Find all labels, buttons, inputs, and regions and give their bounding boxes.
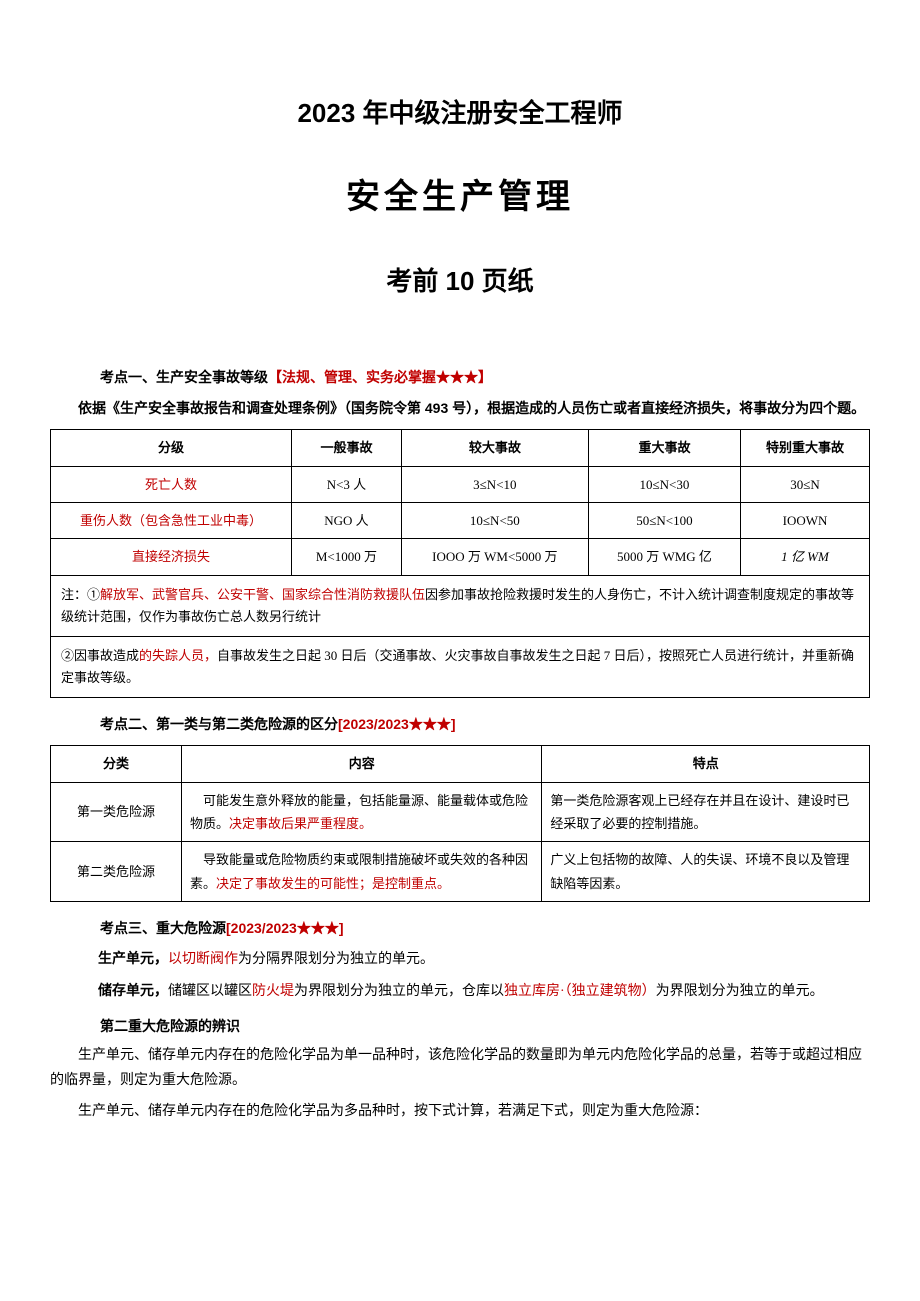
cell: N<3 人 [292, 466, 402, 502]
line1-red: 以切断阀作 [168, 952, 238, 967]
cell: 10≤N<50 [401, 502, 588, 538]
content1-red: 决定事故后果严重程度。 [229, 816, 372, 831]
note-cell-2: ②因事故造成的失踪人员，自事故发生之日起 30 日后（交通事故、火灾事故自事故发… [51, 636, 870, 697]
point1-heading-text: 考点一、生产安全事故等级 [100, 369, 268, 385]
line2-red1: 防火堤 [252, 984, 294, 999]
th-general: 一般事故 [292, 430, 402, 466]
cell: M<1000 万 [292, 539, 402, 575]
table-header-row: 分级 一般事故 较大事故 重大事故 特别重大事故 [51, 430, 870, 466]
line2-b: 为界限划分为独立的单元，仓库以 [294, 984, 504, 999]
th-category: 分类 [51, 746, 182, 782]
point3-heading: 考点三、重大危险源[2023/2023★★★] [100, 916, 870, 941]
line2-a: 储罐区以罐区 [168, 984, 252, 999]
line2-c: 为界限划分为独立的单元。 [656, 984, 824, 999]
doc-title-main: 2023 年中级注册安全工程师 [50, 90, 870, 137]
line1-bold: 生产单元， [98, 952, 168, 967]
table-row: 死亡人数 N<3 人 3≤N<10 10≤N<30 30≤N [51, 466, 870, 502]
th-esp-major: 特别重大事故 [741, 430, 870, 466]
cell: IOOWN [741, 502, 870, 538]
line2-red2: 独立库房·（独立建筑物） [504, 984, 656, 999]
point1-heading-red: 【法规、管理、实务必掌握★★★】 [268, 369, 492, 385]
table-header-row: 分类 内容 特点 [51, 746, 870, 782]
point1-intro-bold: 依据《生产安全事故报告和调查处理条例》（国务院令第 493 号） [78, 400, 473, 416]
point3-para1: 生产单元、储存单元内存在的危险化学品为单一品种时，该危险化学品的数量即为单元内危… [50, 1043, 870, 1093]
table-row: 重伤人数（包含急性工业中毒） NGO 人 10≤N<50 50≤N<100 IO… [51, 502, 870, 538]
cat2: 第二类危险源 [51, 842, 182, 902]
table-note-row-2: ②因事故造成的失踪人员，自事故发生之日起 30 日后（交通事故、火灾事故自事故发… [51, 636, 870, 697]
note2-pre: ②因事故造成 [61, 648, 139, 663]
row-label-loss: 直接经济损失 [51, 539, 292, 575]
th-larger: 较大事故 [401, 430, 588, 466]
line2-bold: 储存单元， [98, 984, 168, 999]
th-level: 分级 [51, 430, 292, 466]
th-major: 重大事故 [588, 430, 740, 466]
cell: 30≤N [741, 466, 870, 502]
table-note-row-1: 注：①解放军、武警官兵、公安干警、国家综合性消防救援队伍因参加事故抢险救援时发生… [51, 575, 870, 636]
feature1: 第一类危险源客观上已经存在并且在设计、建设时已经采取了必要的控制措施。 [542, 782, 870, 842]
table-row: 直接经济损失 M<1000 万 IOOO 万 WM<5000 万 5000 万 … [51, 539, 870, 575]
content2: 导致能量或危险物质约束或限制措施破坏或失效的各种因素。决定了事故发生的可能性；是… [182, 842, 542, 902]
th-feature: 特点 [542, 746, 870, 782]
point3-heading-text: 考点三、重大危险源 [100, 920, 226, 936]
point1-intro-rest: ，根据造成的人员伤亡或者直接经济损失，将事故分为四个题。 [473, 400, 865, 416]
note-cell-1: 注：①解放军、武警官兵、公安干警、国家综合性消防救援队伍因参加事故抢险救援时发生… [51, 575, 870, 636]
point2-heading-text: 考点二、第一类与第二类危险源的区分 [100, 716, 338, 732]
table-row: 第二类危险源 导致能量或危险物质约束或限制措施破坏或失效的各种因素。决定了事故发… [51, 842, 870, 902]
point2-table: 分类 内容 特点 第一类危险源 可能发生意外释放的能量，包括能量源、能量载体或危… [50, 745, 870, 902]
point3-para2: 生产单元、储存单元内存在的危险化学品为多品种时，按下式计算，若满足下式，则定为重… [50, 1099, 870, 1124]
point3-line1: 生产单元，以切断阀作为分隔界限划分为独立的单元。 [70, 947, 870, 972]
note1-pre: 注：① [61, 587, 100, 602]
content1: 可能发生意外释放的能量，包括能量源、能量载体或危险物质。决定事故后果严重程度。 [182, 782, 542, 842]
point2-heading: 考点二、第一类与第二类危险源的区分[2023/2023★★★] [100, 712, 870, 737]
point1-intro: 依据《生产安全事故报告和调查处理条例》（国务院令第 493 号），根据造成的人员… [50, 396, 870, 421]
table-row: 第一类危险源 可能发生意外释放的能量，包括能量源、能量载体或危险物质。决定事故后… [51, 782, 870, 842]
point2-heading-red: [2023/2023★★★] [338, 716, 456, 732]
note2-red: 的失踪人员， [139, 648, 217, 663]
cell: 1 亿 WM [741, 539, 870, 575]
doc-title-sub2: 考前 10 页纸 [50, 258, 870, 305]
note1-red: 解放军、武警官兵、公安干警、国家综合性消防救援队伍 [100, 587, 425, 602]
point1-table: 分级 一般事故 较大事故 重大事故 特别重大事故 死亡人数 N<3 人 3≤N<… [50, 429, 870, 698]
point3-subheading: 第二重大危险源的辨识 [100, 1014, 870, 1039]
point1-heading: 考点一、生产安全事故等级【法规、管理、实务必掌握★★★】 [100, 365, 870, 390]
cell: NGO 人 [292, 502, 402, 538]
cat1: 第一类危险源 [51, 782, 182, 842]
th-content: 内容 [182, 746, 542, 782]
doc-title-sub1: 安全生产管理 [50, 167, 870, 228]
point3-line2: 储存单元，储罐区以罐区防火堤为界限划分为独立的单元，仓库以独立库房·（独立建筑物… [70, 979, 870, 1004]
row-label-deaths: 死亡人数 [51, 466, 292, 502]
cell: 5000 万 WMG 亿 [588, 539, 740, 575]
line1-rest: 为分隔界限划分为独立的单元。 [238, 952, 434, 967]
cell: 50≤N<100 [588, 502, 740, 538]
point3-heading-red: [2023/2023★★★] [226, 920, 344, 936]
row-label-injuries: 重伤人数（包含急性工业中毒） [51, 502, 292, 538]
content2-red: 决定了事故发生的可能性；是控制重点。 [216, 876, 450, 891]
feature2: 广义上包括物的故障、人的失误、环境不良以及管理缺陷等因素。 [542, 842, 870, 902]
cell: IOOO 万 WM<5000 万 [401, 539, 588, 575]
cell: 10≤N<30 [588, 466, 740, 502]
cell: 3≤N<10 [401, 466, 588, 502]
